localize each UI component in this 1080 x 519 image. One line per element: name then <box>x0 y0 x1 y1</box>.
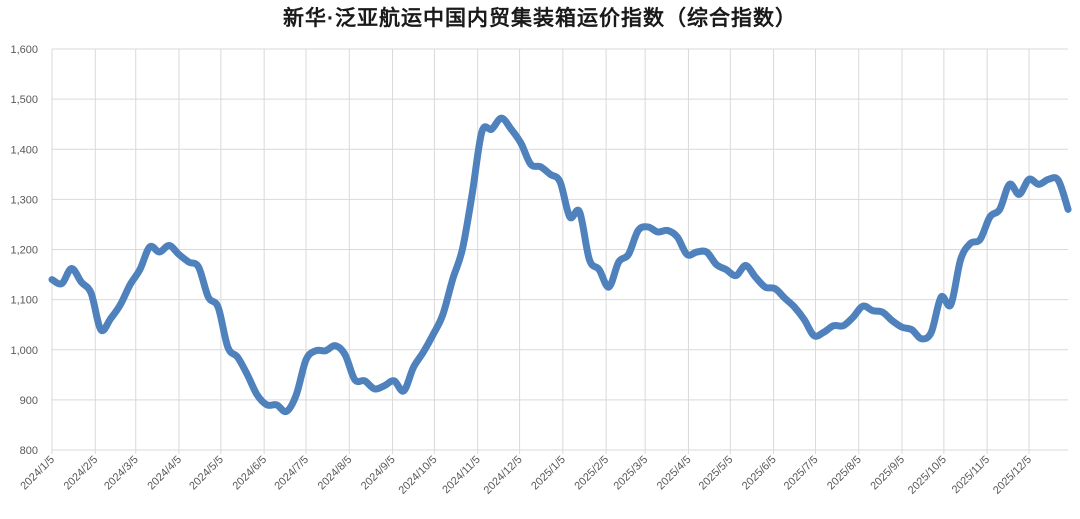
x-tick-label: 2024/9/5 <box>359 454 398 493</box>
x-tick-label: 2025/3/5 <box>612 454 651 493</box>
series-line <box>48 114 1072 416</box>
x-axis-ticks: 2024/1/5 2024/2/5 2024/3/5 2024/4/5 2024/5/5… <box>18 454 1034 497</box>
y-axis-ticks: 800 900 1,000 1,100 1,200 1,300 1,400 1,500 1,60… <box>10 44 38 457</box>
x-tick-label: 2024/12/5 <box>482 454 525 497</box>
x-tick-label: 2024/10/5 <box>396 454 439 497</box>
x-tick-label: 2024/3/5 <box>102 454 141 493</box>
x-tick-label: 2024/11/5 <box>440 454 483 497</box>
y-gridlines <box>52 48 1068 451</box>
x-tick-label: 2025/9/5 <box>868 454 907 493</box>
y-tick-label: 1,200 <box>10 245 38 257</box>
x-gridlines <box>51 49 1030 454</box>
x-tick-label: 2025/10/5 <box>906 454 949 497</box>
x-tick-label: 2024/1/5 <box>18 454 57 493</box>
x-tick-label: 2025/6/5 <box>740 454 779 493</box>
y-tick-label: 1,600 <box>10 44 38 56</box>
y-tick-label: 800 <box>20 445 38 457</box>
x-tick-label: 2025/4/5 <box>655 454 694 493</box>
y-tick-label: 1,300 <box>10 194 38 206</box>
x-tick-label: 2024/2/5 <box>62 454 101 493</box>
x-tick-label: 2025/12/5 <box>991 454 1034 497</box>
x-tick-label: 2024/7/5 <box>272 454 311 493</box>
y-tick-label: 1,500 <box>10 94 38 106</box>
x-tick-label: 2025/7/5 <box>782 454 821 493</box>
x-tick-label: 2024/8/5 <box>316 454 355 493</box>
x-tick-label: 2025/1/5 <box>529 454 568 493</box>
x-tick-label: 2024/4/5 <box>145 454 184 493</box>
x-tick-label: 2024/6/5 <box>231 454 270 493</box>
y-tick-label: 1,100 <box>10 295 38 307</box>
series-composite-index <box>48 114 1072 416</box>
y-tick-label: 1,000 <box>10 345 38 357</box>
x-tick-label: 2025/5/5 <box>697 454 736 493</box>
x-tick-label: 2025/2/5 <box>572 454 611 493</box>
chart-title: 新华·泛亚航运中国内贸集装箱运价指数（综合指数） <box>283 7 797 30</box>
x-tick-label: 2025/8/5 <box>825 454 864 493</box>
x-tick-label: 2024/5/5 <box>187 454 226 493</box>
y-tick-label: 1,400 <box>10 144 38 156</box>
y-tick-label: 900 <box>20 395 38 407</box>
x-tick-label: 2025/11/5 <box>950 454 993 497</box>
